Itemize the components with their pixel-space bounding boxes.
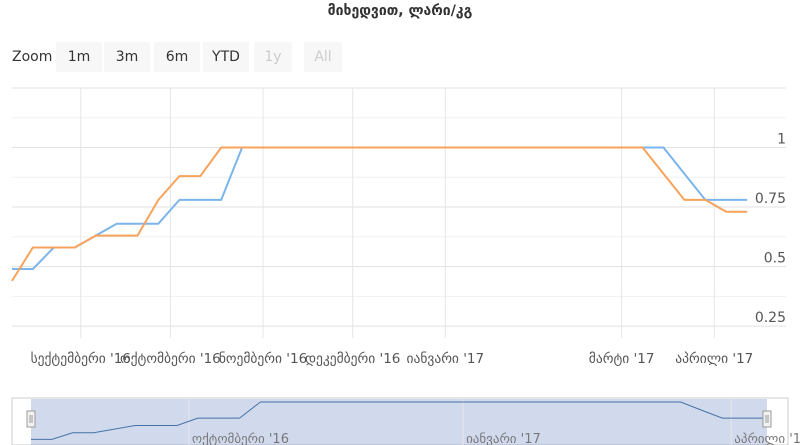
chart-title: მიხედვით, ლარი/კგ — [328, 3, 473, 19]
zoom-button-bg — [104, 42, 150, 72]
series — [11, 146, 748, 282]
zoom-button-bg — [203, 42, 249, 72]
zoom-button-3m[interactable]: 3m — [104, 42, 150, 72]
x-tick-label: ოქტომბერი '16 — [120, 350, 221, 367]
series-line-1 — [12, 146, 748, 270]
y-tick-label: 0.5 — [764, 251, 786, 267]
zoom-button-label: All — [314, 49, 331, 65]
zoom-button-all[interactable]: All — [304, 42, 342, 72]
navigator-tick-label: აპრილი '17 — [734, 432, 800, 445]
zoom-button-bg — [56, 42, 102, 72]
navigator-tick-label: ოქტომბერი '16 — [192, 432, 289, 445]
y-tick-label: 0.75 — [755, 191, 786, 207]
navigator[interactable]: ოქტომბერი '16 იანვარი '17 აპრილი '17 — [11, 397, 800, 445]
y-axis-labels: 0.25 0.5 0.75 1 — [755, 132, 786, 327]
zoom-button-bg — [154, 42, 200, 72]
x-tick-label: იანვარი '17 — [407, 350, 485, 367]
zoom-button-bg — [304, 42, 342, 72]
navigator-frame — [11, 397, 789, 445]
zoom-button-label: 1m — [68, 49, 91, 65]
zoom-label: Zoom — [12, 49, 52, 65]
navigator-selection[interactable] — [31, 399, 767, 445]
y-tick-label: 0.25 — [755, 310, 786, 326]
zoom-button-bg — [254, 42, 292, 72]
x-tick-label: აპრილი '17 — [675, 350, 753, 367]
zoom-button-ytd[interactable]: YTD — [203, 42, 249, 72]
zoom-button-6m[interactable]: 6m — [154, 42, 200, 72]
navigator-tick-label: იანვარი '17 — [466, 432, 541, 445]
x-tick-label: ნოემბერი '16 — [219, 350, 307, 367]
series-line-2 — [11, 146, 748, 282]
grid — [12, 87, 786, 338]
zoom-button-label: 3m — [116, 49, 139, 65]
navigator-handle-grip — [762, 410, 772, 428]
x-tick-label: დეკემბერი '16 — [305, 350, 400, 367]
zoom-button-1y[interactable]: 1y — [254, 42, 292, 72]
y-tick-label: 1 — [777, 132, 786, 148]
zoom-controls: Zoom 1m 3m 6m YTD 1y All — [12, 42, 342, 72]
zoom-button-label: 1y — [264, 49, 281, 65]
navigator-handle-right[interactable] — [762, 410, 772, 428]
navigator-handle-grip — [26, 410, 36, 428]
navigator-handle-left[interactable] — [26, 410, 36, 428]
zoom-button-label: 6m — [166, 49, 189, 65]
zoom-button-label: YTD — [211, 49, 240, 65]
x-tick-label: მარტი '17 — [589, 350, 655, 367]
navigator-series-line — [31, 401, 764, 440]
x-tick-label: სექტემბერი '16 — [31, 350, 131, 367]
zoom-button-1m[interactable]: 1m — [56, 42, 102, 72]
